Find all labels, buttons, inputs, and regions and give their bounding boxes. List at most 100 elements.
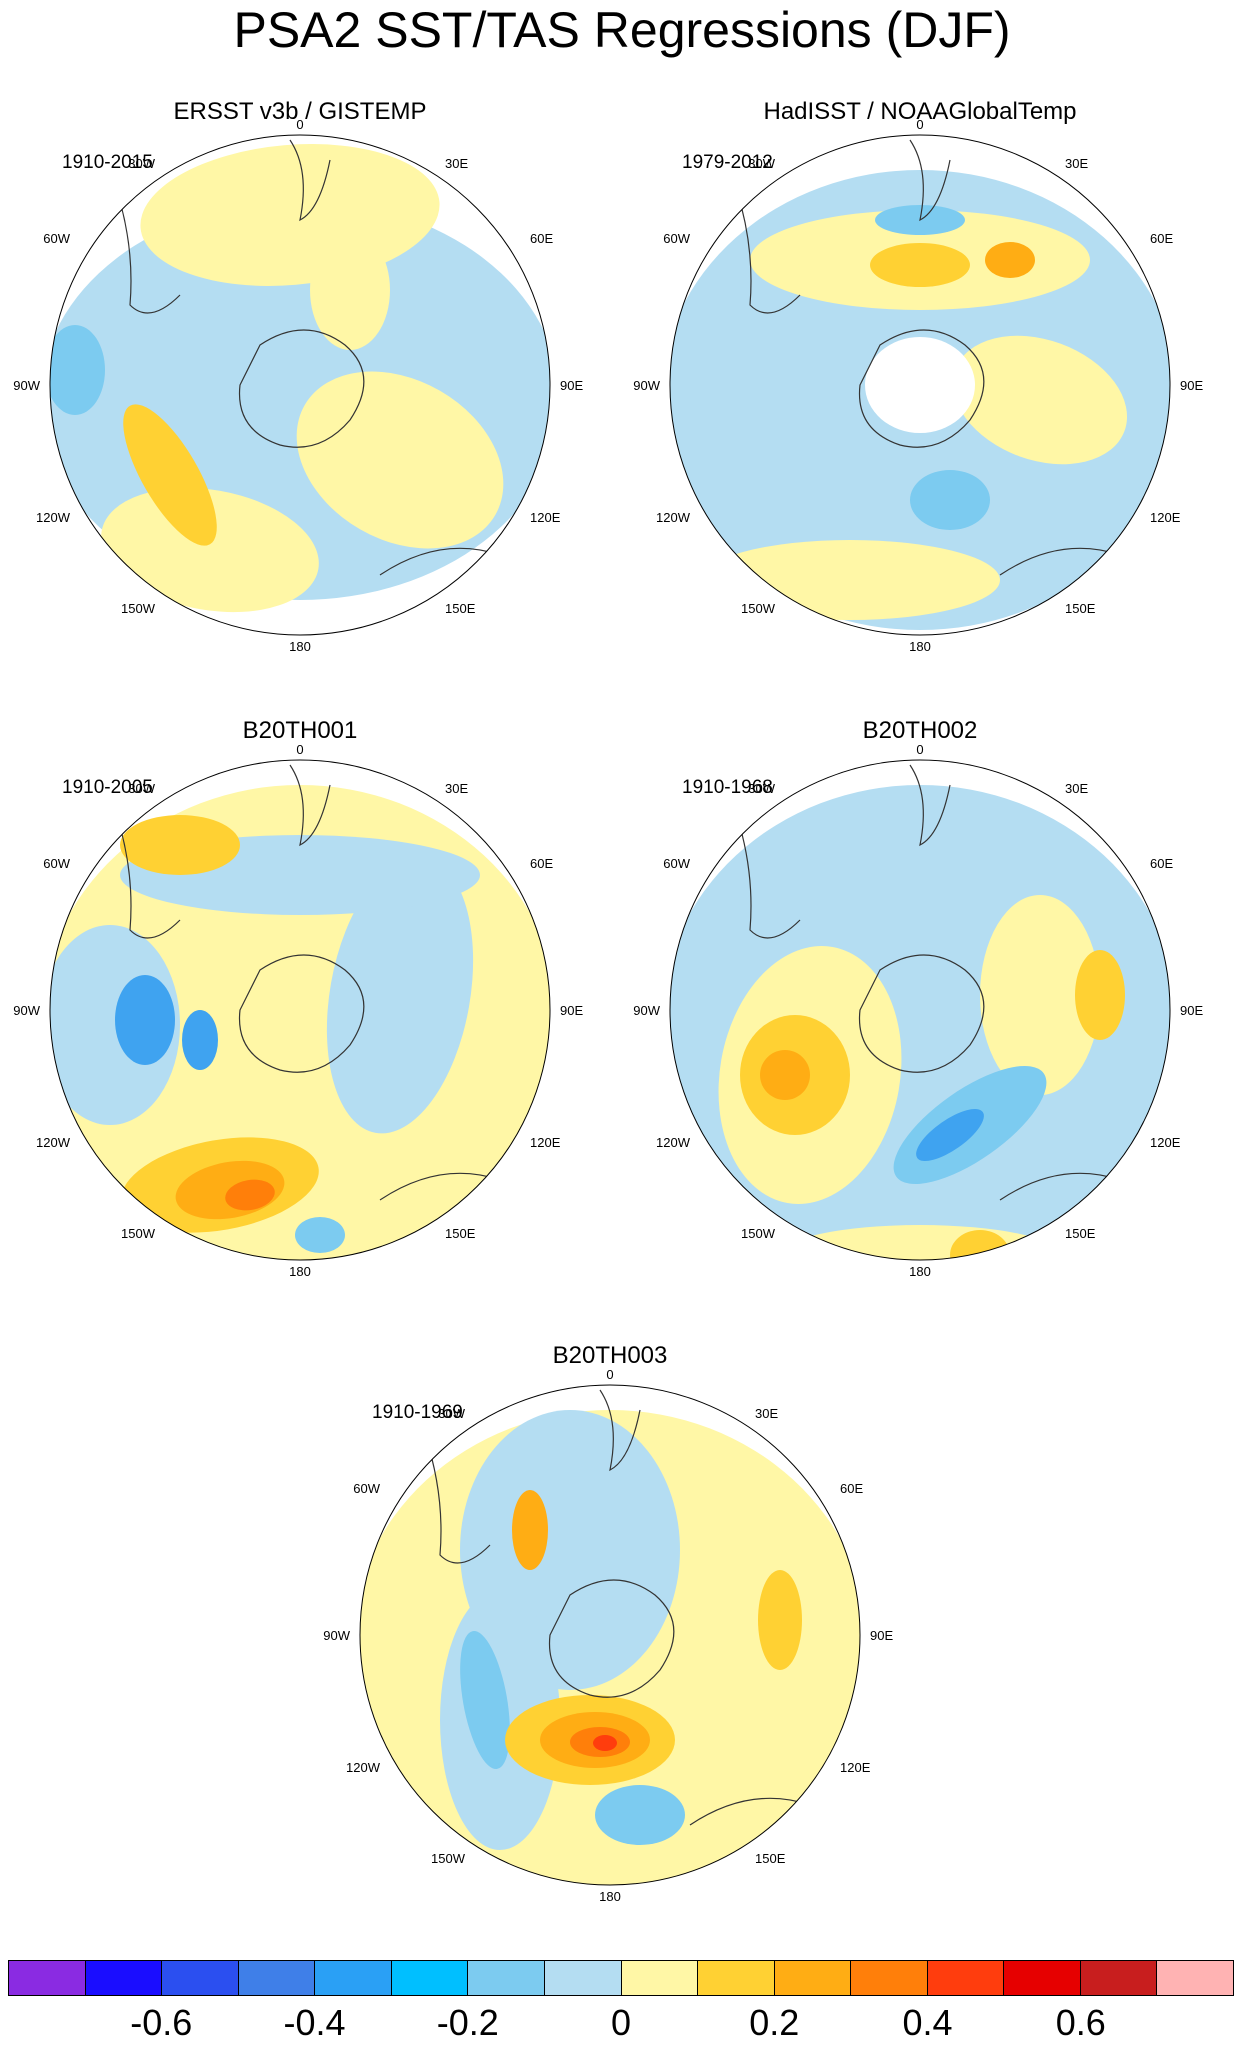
longitude-label: 60E	[840, 1481, 863, 1496]
longitude-label: 0	[916, 742, 923, 757]
longitude-label: 30E	[445, 156, 468, 171]
longitude-label: 120W	[36, 510, 71, 525]
map-border	[49, 759, 551, 1261]
longitude-label: 150W	[121, 601, 156, 616]
longitude-label: 0	[916, 117, 923, 132]
longitude-label: 120W	[36, 1135, 71, 1150]
colorbar-tick-label: 0	[610, 2002, 632, 2043]
field-contour-o	[123, 404, 217, 546]
longitude-label: 30W	[748, 781, 775, 796]
longitude-label: 90W	[633, 1003, 660, 1018]
polar-map: 0 180 30W 30E 60W 60E 90W 90E 120W 120E 150W 150E	[323, 1367, 893, 1904]
longitude-label: 120E	[1150, 510, 1181, 525]
longitude-label: 60E	[1150, 856, 1173, 871]
africa-coastline	[909, 764, 951, 847]
colorbar	[8, 1960, 1234, 1996]
africa-coastline	[289, 764, 331, 847]
period-label: 1910-2005	[62, 777, 153, 798]
map-border	[669, 134, 1171, 636]
field-contour-y	[296, 371, 504, 549]
longitude-label: 120E	[840, 1760, 871, 1775]
map-panel-4: 0 180 30W 30E 60W 60E 90W 90E 120W 120E 150W 150E B2…	[620, 695, 1220, 1315]
longitude-label: 120W	[346, 1760, 381, 1775]
longitude-label: 150W	[431, 1851, 466, 1866]
field-contour-b	[595, 1785, 685, 1845]
map-panel-2: 0 180 30W 30E 60W 60E 90W 90E 120W 120E 150W 150E Ha…	[620, 70, 1220, 690]
longitude-label: 30W	[438, 1406, 465, 1421]
period-label: 1910-2015	[62, 152, 153, 173]
south-america-coastline	[424, 1434, 491, 1564]
panel-title: B20TH003	[552, 1342, 668, 1369]
period-label: 1979-2012	[682, 152, 773, 173]
field-contour-w	[865, 337, 975, 433]
colorbar-tick-label: -0.6	[130, 2002, 193, 2043]
polar-map: 0 180 30W 30E 60W 60E 90W 90E 120W 120E 150W 150E	[13, 742, 583, 1279]
colorbar-segment	[468, 1961, 545, 1995]
longitude-label: 30E	[1065, 781, 1088, 796]
longitude-label: 30E	[1065, 156, 1088, 171]
longitude-label: 120W	[656, 510, 691, 525]
field-contour-b	[115, 975, 175, 1065]
regression-field	[670, 764, 1170, 1260]
colorbar-segment	[621, 1961, 699, 1995]
longitude-label: 60W	[353, 1481, 380, 1496]
map-panel-3: 0 180 30W 30E 60W 60E 90W 90E 120W 120E 150W 150E B2…	[0, 695, 600, 1315]
longitude-label: 60E	[530, 231, 553, 246]
polar-map: 0 180 30W 30E 60W 60E 90W 90E 120W 120E 150W 150E	[633, 117, 1203, 654]
antarctica-coastline	[858, 954, 985, 1073]
colorbar-segment	[9, 1961, 86, 1995]
longitude-label: 90W	[633, 378, 660, 393]
colorbar-segment	[238, 1961, 316, 1995]
longitude-label: 150E	[445, 1226, 476, 1241]
longitude-label: 0	[296, 742, 303, 757]
colorbar-segment	[391, 1961, 469, 1995]
longitude-label: 120E	[530, 510, 561, 525]
longitude-label: 120E	[530, 1135, 561, 1150]
colorbar-tick-label: -0.2	[436, 2002, 499, 2043]
regression-field	[360, 1389, 860, 1885]
colorbar-segment	[851, 1961, 928, 1995]
field-contour-o	[758, 1570, 802, 1670]
polar-map: 0 180 30W 30E 60W 60E 90W 90E 120W 120E 150W 150E	[633, 742, 1203, 1279]
colorbar-segment	[315, 1961, 392, 1995]
field-contour-b	[295, 1217, 345, 1253]
south-america-coastline	[114, 184, 181, 314]
longitude-label: 120W	[656, 1135, 691, 1150]
longitude-label: 90W	[13, 1003, 40, 1018]
antarctica-coastline	[238, 329, 365, 448]
colorbar-segment	[1080, 1961, 1158, 1995]
longitude-label: 90W	[323, 1628, 350, 1643]
map-border	[669, 759, 1171, 1261]
field-contour-y	[980, 895, 1100, 1095]
map-panel-1: 0 180 30W 30E 60W 60E 90W 90E 120W 120E 150W 150E ER…	[0, 70, 600, 690]
longitude-label: 60W	[43, 231, 70, 246]
colorbar-tick-label: 0.2	[749, 2002, 800, 2043]
colorbar-segment	[698, 1961, 775, 1995]
longitude-label: 180	[599, 1889, 621, 1904]
longitude-label: 150E	[1065, 1226, 1096, 1241]
colorbar-tick-label: 0.6	[1055, 2002, 1106, 2043]
longitude-label: 90E	[560, 378, 583, 393]
south-america-coastline	[734, 184, 801, 314]
field-contour-b	[460, 1630, 510, 1770]
field-contour-o	[950, 1230, 1010, 1260]
longitude-label: 60W	[663, 231, 690, 246]
colorbar-tick-label: 0.4	[902, 2002, 953, 2043]
field-contour-o	[225, 1179, 275, 1211]
longitude-label: 30E	[445, 781, 468, 796]
south-america-coastline	[734, 809, 801, 939]
africa-coastline	[909, 139, 951, 222]
page-title: PSA2 SST/TAS Regressions (DJF)	[233, 2, 1011, 58]
antarctica-coastline	[238, 954, 365, 1073]
map-panel-5: 0 180 30W 30E 60W 60E 90W 90E 120W 120E 150W 150E B2…	[310, 1320, 910, 1940]
longitude-label: 180	[909, 1264, 931, 1279]
panel-title: ERSST v3b / GISTEMP	[173, 98, 427, 125]
longitude-label: 90E	[1180, 1003, 1203, 1018]
longitude-label: 60W	[663, 856, 690, 871]
longitude-label: 60W	[43, 856, 70, 871]
colorbar-segment	[85, 1961, 163, 1995]
field-contour-o	[120, 815, 240, 875]
regression-field	[50, 764, 550, 1260]
colorbar-tick-label: -0.4	[283, 2002, 346, 2043]
field-contour-b	[910, 470, 990, 530]
